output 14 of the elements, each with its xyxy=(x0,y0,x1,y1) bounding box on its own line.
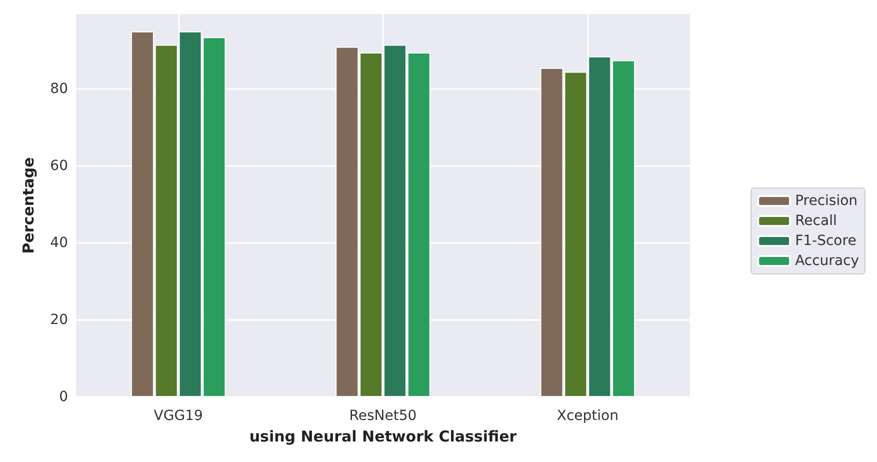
y-tick-label: 20 xyxy=(50,312,68,328)
x-axis-title: using Neural Network Classifier xyxy=(249,428,518,446)
legend-label: Accuracy xyxy=(795,253,860,269)
legend-label: Precision xyxy=(795,193,858,209)
legend-label: Recall xyxy=(795,213,837,229)
y-tick-label: 0 xyxy=(59,389,68,405)
y-tick-label: 80 xyxy=(50,81,68,98)
x-tick-label: VGG19 xyxy=(154,408,203,424)
legend-label: F1-Score xyxy=(795,233,856,249)
x-tick-label: Xception xyxy=(556,408,618,424)
y-tick-label: 60 xyxy=(50,158,68,174)
y-tick-label: 40 xyxy=(50,235,68,252)
y-axis-title: Percentage xyxy=(20,157,38,254)
x-tick-label: ResNet50 xyxy=(349,408,417,424)
